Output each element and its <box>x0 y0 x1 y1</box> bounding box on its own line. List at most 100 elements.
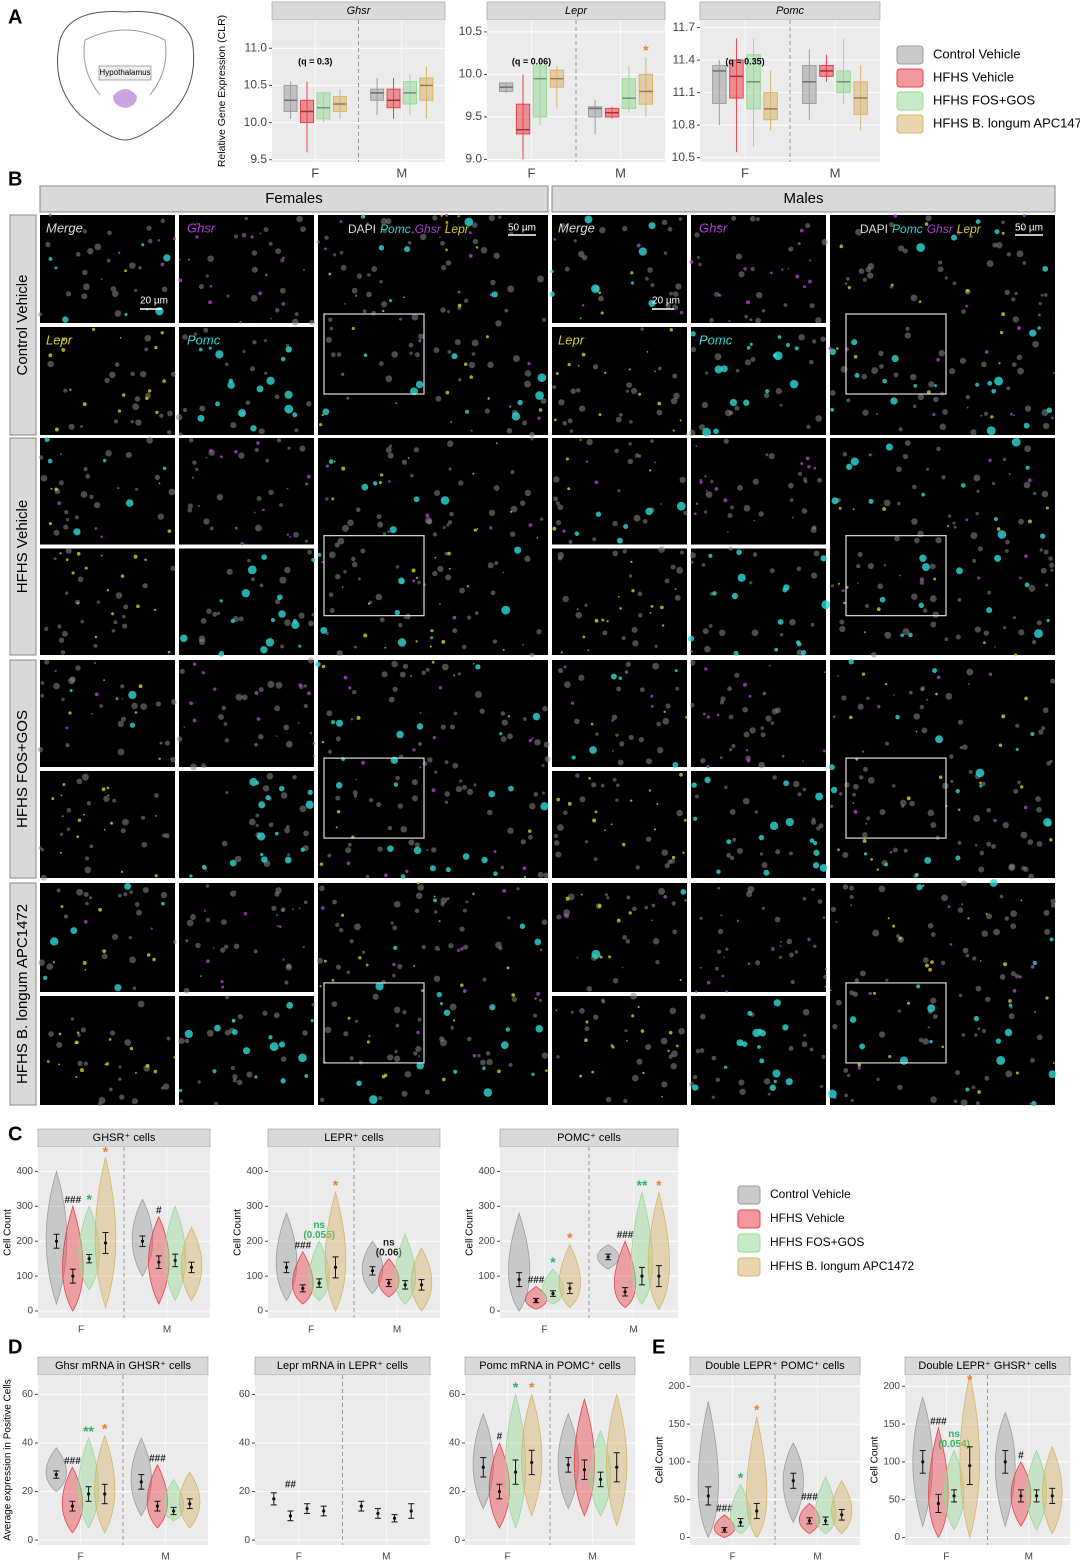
x-tick-label: M <box>830 165 841 180</box>
nucleus <box>656 409 663 416</box>
nucleus <box>810 572 818 579</box>
signal <box>54 266 58 270</box>
nucleus <box>311 1002 315 1007</box>
signal <box>286 533 289 536</box>
nucleus <box>930 997 937 1004</box>
nucleus <box>846 1073 851 1078</box>
nucleus <box>186 919 194 927</box>
nucleus <box>1024 405 1032 412</box>
nucleus <box>1041 490 1049 498</box>
nucleus <box>591 782 597 788</box>
nucleus <box>128 935 133 940</box>
signal <box>468 231 472 235</box>
nucleus <box>612 520 618 527</box>
mean-point <box>155 1504 160 1508</box>
micrograph <box>40 996 175 1105</box>
nucleus <box>275 248 282 255</box>
signal <box>537 373 547 382</box>
nucleus <box>274 705 281 712</box>
signal <box>621 842 626 847</box>
signal <box>305 482 309 486</box>
y-tick-label: 400 <box>478 1166 495 1177</box>
signal <box>1046 407 1053 414</box>
nucleus <box>839 619 845 625</box>
signal <box>522 643 525 646</box>
y-tick-label: 20 <box>239 1486 251 1497</box>
signal <box>1048 1070 1057 1079</box>
nucleus <box>960 880 967 887</box>
nucleus <box>1042 422 1050 430</box>
nucleus <box>351 287 358 294</box>
nucleus <box>332 899 338 905</box>
x-tick-label: F <box>541 1325 547 1336</box>
nucleus <box>141 841 148 848</box>
nucleus <box>830 906 837 912</box>
nucleus <box>123 604 129 610</box>
nucleus <box>679 550 685 555</box>
nucleus <box>940 960 946 966</box>
nucleus <box>265 458 270 463</box>
nucleus <box>76 778 83 785</box>
signal <box>404 246 411 253</box>
signal <box>758 834 765 841</box>
nucleus <box>848 885 854 891</box>
micrograph <box>830 438 1055 655</box>
nucleus <box>122 623 128 629</box>
signal <box>268 1035 273 1040</box>
signal <box>1001 714 1006 719</box>
x-tick-label: F <box>943 1552 949 1562</box>
signal <box>656 802 659 805</box>
nucleus <box>736 847 743 855</box>
signal <box>537 416 541 420</box>
nucleus <box>1033 491 1037 496</box>
nucleus <box>263 227 269 233</box>
nucleus <box>670 397 678 405</box>
nucleus <box>672 373 678 379</box>
signal <box>184 1029 193 1039</box>
signal <box>746 758 751 763</box>
signal <box>785 817 794 827</box>
signal <box>462 853 470 860</box>
signal <box>350 718 354 721</box>
signal <box>212 947 215 949</box>
nucleus <box>324 1026 332 1034</box>
signal <box>799 228 804 233</box>
x-tick-label: M <box>629 1325 637 1336</box>
y-tick-label: 150 <box>883 1419 900 1430</box>
signal <box>447 551 451 556</box>
nucleus <box>286 825 290 829</box>
signal <box>648 222 656 230</box>
nucleus <box>485 1051 491 1056</box>
nucleus <box>584 1026 590 1032</box>
signal <box>961 483 966 488</box>
signal <box>145 1063 150 1068</box>
nucleus <box>335 964 342 970</box>
nucleus <box>63 524 69 530</box>
nucleus <box>783 303 788 307</box>
signal <box>134 1071 137 1074</box>
signal <box>412 579 416 583</box>
nucleus <box>850 1098 854 1103</box>
nucleus <box>490 279 496 286</box>
nucleus <box>235 693 243 701</box>
signal <box>234 526 238 530</box>
nucleus <box>408 839 415 846</box>
nucleus <box>507 916 511 920</box>
signal <box>824 968 827 971</box>
significance: ### <box>64 1456 81 1467</box>
nucleus <box>729 855 735 861</box>
nucleus <box>417 1017 422 1022</box>
nucleus <box>811 887 815 892</box>
nucleus <box>120 828 126 834</box>
legend-label: HFHS Vehicle <box>933 69 1014 84</box>
signal <box>884 862 889 867</box>
nucleus <box>445 260 452 266</box>
signal <box>43 975 48 981</box>
nucleus <box>333 253 337 257</box>
nucleus <box>865 266 872 273</box>
nucleus <box>632 640 639 647</box>
violin <box>61 1466 83 1534</box>
overview-channel: Pomc <box>380 222 411 236</box>
nucleus <box>612 777 617 782</box>
signal <box>257 832 266 841</box>
